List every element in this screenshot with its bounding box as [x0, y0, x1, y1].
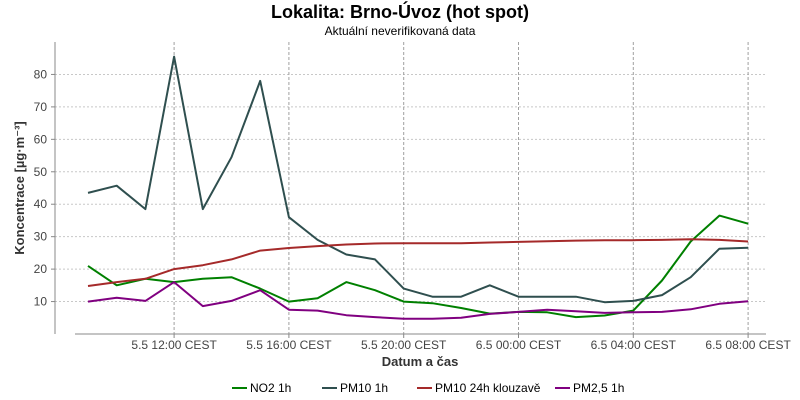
series-line-0 — [87, 214, 749, 319]
legend-item: PM10 1h — [340, 381, 388, 395]
series-line-3 — [87, 281, 749, 320]
legend-item: PM2,5 1h — [573, 381, 624, 395]
legend: NO2 1h PM10 1h PM10 24h klouzavě PM2,5 1h — [232, 381, 624, 395]
series-line-2 — [87, 238, 749, 287]
legend-item: PM10 24h klouzavě — [435, 381, 541, 395]
x-tick-label: 5.5 12:00 CEST — [131, 338, 217, 352]
y-tick-label: 50 — [34, 165, 48, 179]
y-tick-label: 40 — [34, 197, 48, 211]
plot-area — [55, 42, 766, 334]
y-tick-label: 70 — [34, 100, 48, 114]
chart-title: Lokalita: Brno-Úvoz (hot spot) — [271, 1, 529, 22]
x-tick-label: 6.5 04:00 CEST — [591, 338, 677, 352]
x-tick-label: 5.5 20:00 CEST — [361, 338, 447, 352]
x-tick-label: 6.5 08:00 CEST — [705, 338, 791, 352]
y-tick-label: 10 — [34, 295, 48, 309]
y-tick-label: 80 — [34, 67, 48, 81]
legend-item: NO2 1h — [250, 381, 291, 395]
x-axis-title: Datum a čas — [382, 354, 459, 369]
y-axis-title: Koncentrace [µg·m⁻³] — [12, 121, 27, 255]
x-axis-ticks: 5.5 12:00 CEST 5.5 16:00 CEST 5.5 20:00 CE… — [131, 334, 791, 352]
y-tick-label: 30 — [34, 230, 48, 244]
x-tick-label: 6.5 00:00 CEST — [476, 338, 562, 352]
y-axis-ticks: 10 20 30 40 50 60 70 80 — [34, 67, 55, 309]
chart-subtitle: Aktuální neverifikovaná data — [325, 24, 476, 38]
series-line-1 — [87, 55, 749, 304]
grid — [55, 42, 766, 334]
y-tick-label: 60 — [34, 132, 48, 146]
x-tick-label: 5.5 16:00 CEST — [246, 338, 332, 352]
y-tick-label: 20 — [34, 262, 48, 276]
series-lines — [87, 55, 749, 320]
